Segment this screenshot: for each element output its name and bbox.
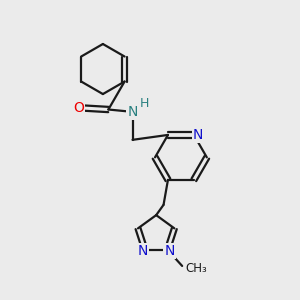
Text: N: N	[137, 244, 148, 258]
Text: N: N	[127, 105, 138, 119]
Text: H: H	[140, 97, 149, 110]
Text: O: O	[74, 101, 84, 115]
Text: CH₃: CH₃	[186, 262, 207, 275]
Text: N: N	[165, 244, 175, 258]
Text: N: N	[193, 128, 203, 142]
